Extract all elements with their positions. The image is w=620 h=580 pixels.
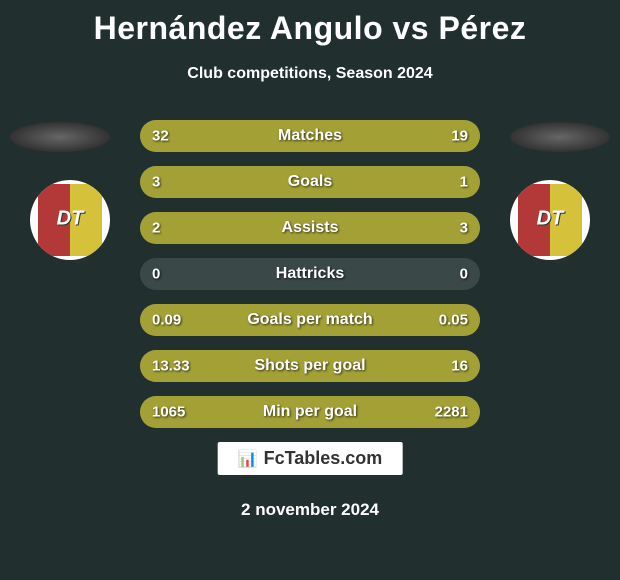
attribution-text: FcTables.com xyxy=(264,448,383,469)
stat-value-right: 2281 xyxy=(435,404,468,421)
stat-label: Goals per match xyxy=(247,311,372,329)
stat-row: 13.33 Shots per goal 16 xyxy=(140,350,480,382)
club-initials: DT xyxy=(57,207,84,230)
stat-label: Min per goal xyxy=(263,403,357,421)
stat-value-left: 32 xyxy=(152,128,169,145)
stat-row: 3 Goals 1 xyxy=(140,166,480,198)
stats-bars: 32 Matches 19 3 Goals 1 2 Assists 3 0 Ha… xyxy=(140,120,480,442)
stat-label: Matches xyxy=(278,127,342,145)
stat-label: Assists xyxy=(282,219,339,237)
stat-value-right: 0 xyxy=(460,266,468,283)
stat-value-right: 16 xyxy=(451,358,468,375)
stat-label: Hattricks xyxy=(276,265,344,283)
stat-label: Goals xyxy=(288,173,332,191)
bar-fill-left xyxy=(140,212,276,244)
stat-row: 1065 Min per goal 2281 xyxy=(140,396,480,428)
date-label: 2 november 2024 xyxy=(241,500,379,520)
attribution-badge: 📊 FcTables.com xyxy=(218,442,403,475)
subtitle: Club competitions, Season 2024 xyxy=(0,65,620,83)
stat-value-right: 1 xyxy=(460,174,468,191)
stat-value-left: 0.09 xyxy=(152,312,181,329)
stat-row: 2 Assists 3 xyxy=(140,212,480,244)
stat-value-right: 19 xyxy=(451,128,468,145)
chart-icon: 📊 xyxy=(238,449,258,469)
bar-fill-left xyxy=(140,166,385,198)
stat-value-right: 3 xyxy=(460,220,468,237)
stat-value-left: 2 xyxy=(152,220,160,237)
stat-value-left: 3 xyxy=(152,174,160,191)
club-initials: DT xyxy=(537,207,564,230)
stat-row: 0 Hattricks 0 xyxy=(140,258,480,290)
stat-value-left: 13.33 xyxy=(152,358,190,375)
stat-label: Shots per goal xyxy=(254,357,365,375)
stat-value-left: 0 xyxy=(152,266,160,283)
page-title: Hernández Angulo vs Pérez xyxy=(0,0,620,47)
club-logo-right: DT xyxy=(510,180,590,260)
stat-value-left: 1065 xyxy=(152,404,185,421)
stat-value-right: 0.05 xyxy=(439,312,468,329)
player-avatar-right-placeholder xyxy=(510,122,610,152)
club-logo-left: DT xyxy=(30,180,110,260)
player-avatar-left-placeholder xyxy=(10,122,110,152)
stat-row: 32 Matches 19 xyxy=(140,120,480,152)
stat-row: 0.09 Goals per match 0.05 xyxy=(140,304,480,336)
